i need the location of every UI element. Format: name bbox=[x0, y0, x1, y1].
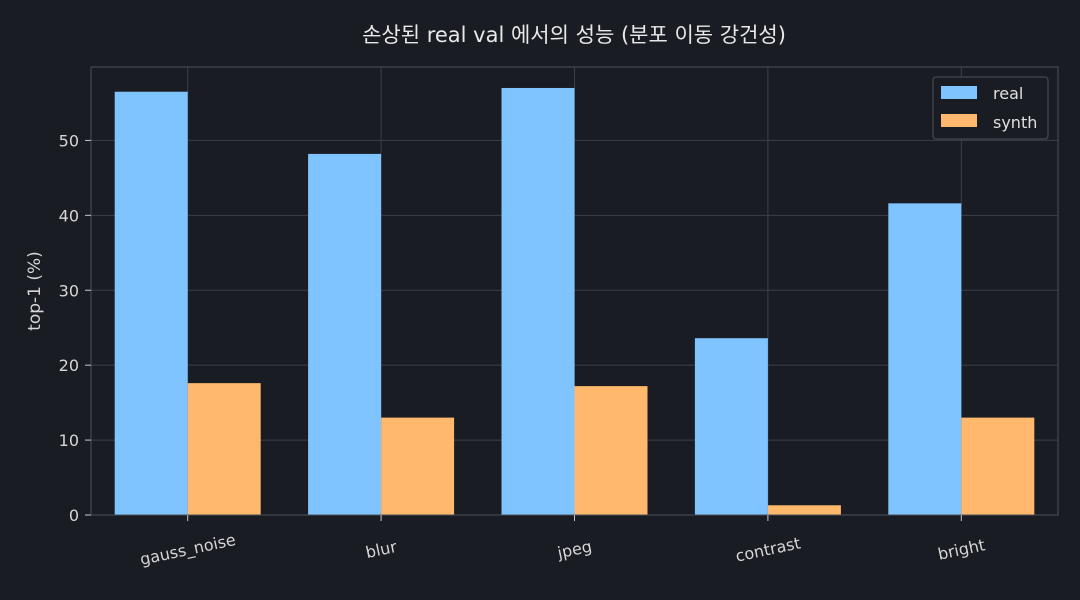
y-tick-label: 30 bbox=[59, 281, 79, 300]
legend-swatch-real bbox=[941, 86, 977, 99]
y-tick-label: 10 bbox=[59, 431, 79, 450]
bar-real-jpeg bbox=[501, 87, 575, 515]
legend: real synth bbox=[932, 76, 1049, 140]
legend-label-real: real bbox=[993, 84, 1023, 103]
chart-title: 손상된 real val 에서의 성능 (분포 이동 강건성) bbox=[362, 23, 786, 47]
y-tick-label: 0 bbox=[69, 506, 79, 525]
bar-synth-gauss_noise bbox=[187, 383, 261, 515]
y-tick-label: 20 bbox=[59, 356, 79, 375]
bar-synth-bright bbox=[961, 417, 1035, 515]
bar-synth-contrast bbox=[767, 505, 841, 515]
y-tick-label: 50 bbox=[59, 131, 79, 150]
legend-swatch-synth bbox=[941, 114, 977, 127]
x-axis-ticks: gauss_noise blur jpeg contrast bright bbox=[138, 515, 987, 570]
x-tick-label-gauss_noise: gauss_noise bbox=[138, 530, 237, 570]
y-axis-ticks: 0 10 20 30 40 50 bbox=[59, 131, 91, 525]
x-tick-label-bright: bright bbox=[936, 535, 987, 564]
bar-synth-jpeg bbox=[574, 386, 648, 515]
x-tick-label-blur: blur bbox=[364, 537, 399, 562]
legend-label-synth: synth bbox=[993, 113, 1037, 132]
bar-synth-blur bbox=[381, 417, 455, 515]
y-axis-label: top-1 (%) bbox=[25, 251, 45, 331]
bar-real-gauss_noise bbox=[114, 91, 188, 515]
x-tick-label-jpeg: jpeg bbox=[555, 537, 594, 563]
bar-real-bright bbox=[888, 203, 962, 515]
x-tick-label-contrast: contrast bbox=[734, 533, 803, 565]
bars bbox=[114, 87, 1035, 515]
bar-real-blur bbox=[308, 153, 382, 515]
y-tick-label: 40 bbox=[59, 206, 79, 225]
bar-real-contrast bbox=[694, 338, 768, 515]
